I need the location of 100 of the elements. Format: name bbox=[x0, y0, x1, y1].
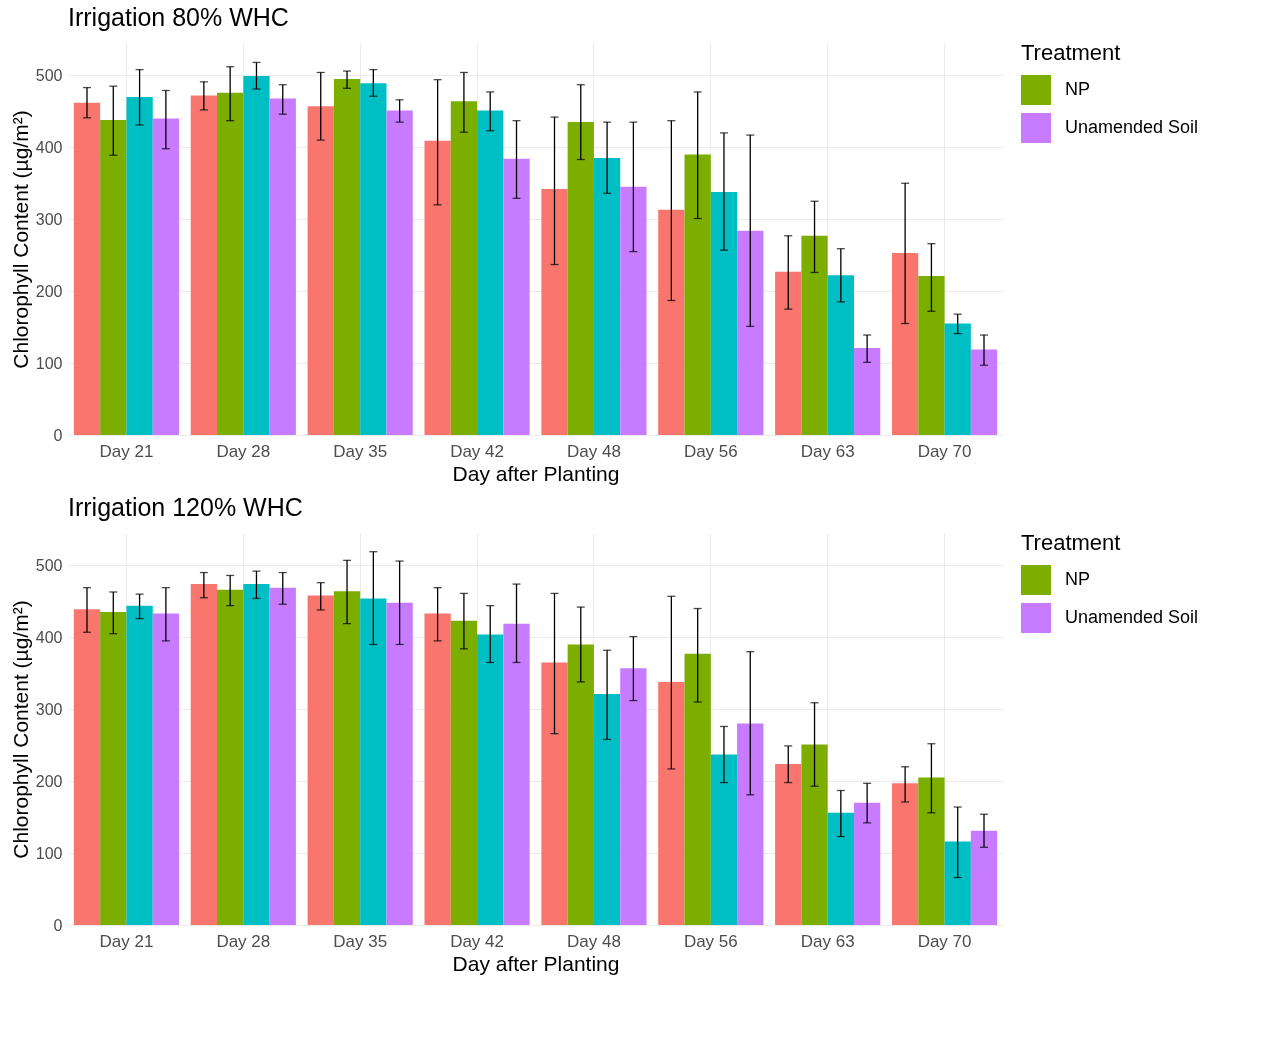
bar bbox=[567, 644, 594, 925]
y-tick-label: 300 bbox=[35, 700, 63, 718]
bar bbox=[944, 841, 971, 925]
y-tick-label: 400 bbox=[35, 138, 63, 156]
x-tick-label: Day 35 bbox=[333, 441, 388, 461]
bar bbox=[827, 275, 854, 435]
bar bbox=[853, 347, 881, 435]
y-tick-label: 0 bbox=[53, 916, 63, 934]
bar bbox=[477, 110, 504, 435]
bar bbox=[658, 681, 685, 925]
bar bbox=[424, 140, 451, 435]
legend-label: Unamended Soil bbox=[1065, 607, 1199, 627]
bar bbox=[593, 694, 621, 925]
bar bbox=[567, 122, 594, 435]
x-tick-label: Day 63 bbox=[800, 441, 855, 461]
bar bbox=[243, 76, 270, 435]
y-tick-label: 200 bbox=[35, 282, 63, 300]
bar bbox=[541, 662, 568, 925]
bar bbox=[827, 812, 854, 925]
bar bbox=[891, 253, 919, 435]
bar bbox=[100, 119, 127, 435]
bar bbox=[620, 186, 647, 435]
bar bbox=[944, 323, 971, 435]
x-tick-label: Day 35 bbox=[333, 931, 388, 951]
bar bbox=[775, 271, 802, 435]
x-tick-label: Day 21 bbox=[99, 441, 154, 461]
y-tick-label: 300 bbox=[35, 210, 63, 228]
y-tick-label: 400 bbox=[35, 628, 63, 646]
chart-title: Irrigation 120% WHC bbox=[68, 493, 303, 521]
legend-title: Treatment bbox=[1021, 530, 1121, 555]
bar bbox=[918, 276, 945, 435]
bar bbox=[190, 584, 218, 925]
legend-label: NP bbox=[1065, 79, 1091, 99]
x-tick-label: Day 48 bbox=[567, 931, 621, 951]
bar bbox=[450, 620, 478, 925]
bar bbox=[152, 613, 180, 925]
x-tick-label: Day 70 bbox=[917, 441, 972, 461]
bar bbox=[243, 584, 270, 925]
bar bbox=[73, 609, 101, 925]
y-tick-label: 100 bbox=[35, 354, 63, 372]
bar bbox=[333, 78, 361, 435]
chart-title: Irrigation 80% WHC bbox=[68, 3, 289, 31]
bar bbox=[801, 235, 828, 435]
legend-title: Treatment bbox=[1021, 40, 1121, 65]
x-tick-label: Day 56 bbox=[683, 441, 738, 461]
y-axis-title: Chlorophyll Content (µg/m²) bbox=[8, 110, 32, 369]
bar bbox=[737, 723, 764, 925]
legend-label: Unamended Soil bbox=[1065, 117, 1199, 137]
bar bbox=[918, 777, 945, 925]
bar bbox=[269, 98, 296, 435]
bar bbox=[217, 92, 244, 435]
bar bbox=[775, 763, 802, 925]
bar bbox=[710, 191, 738, 435]
bar bbox=[360, 598, 387, 925]
bar bbox=[424, 613, 451, 925]
bar bbox=[217, 589, 244, 925]
y-tick-label: 500 bbox=[35, 66, 63, 84]
y-tick-label: 100 bbox=[35, 844, 63, 862]
bar bbox=[450, 101, 478, 435]
x-tick-label: Day 21 bbox=[99, 931, 154, 951]
bar bbox=[684, 653, 711, 925]
bar bbox=[152, 118, 180, 435]
bar bbox=[620, 668, 647, 925]
x-tick-label: Day 42 bbox=[450, 931, 504, 951]
x-tick-label: Day 48 bbox=[567, 441, 621, 461]
x-tick-label: Day 42 bbox=[450, 441, 504, 461]
bar bbox=[891, 783, 919, 925]
y-axis-title: Chlorophyll Content (µg/m²) bbox=[8, 600, 32, 859]
bar bbox=[269, 587, 296, 925]
bar bbox=[333, 591, 361, 925]
bar bbox=[126, 605, 153, 925]
x-tick-label: Day 56 bbox=[683, 931, 738, 951]
bar bbox=[307, 106, 334, 435]
bar bbox=[503, 623, 530, 925]
bar bbox=[801, 744, 828, 925]
x-tick-label: Day 28 bbox=[216, 441, 271, 461]
bar bbox=[100, 612, 127, 925]
bar bbox=[190, 95, 218, 435]
bar bbox=[73, 102, 101, 435]
y-tick-label: 0 bbox=[53, 426, 63, 444]
y-tick-label: 500 bbox=[35, 556, 63, 574]
bar bbox=[853, 802, 881, 925]
x-tick-label: Day 63 bbox=[800, 931, 855, 951]
bar bbox=[684, 154, 711, 435]
x-tick-label: Day 28 bbox=[216, 931, 271, 951]
legend-label: NP bbox=[1065, 569, 1091, 589]
bar bbox=[126, 96, 153, 435]
y-tick-label: 200 bbox=[35, 772, 63, 790]
bar bbox=[737, 230, 764, 435]
x-tick-label: Day 70 bbox=[917, 931, 972, 951]
bar bbox=[593, 158, 621, 435]
bar bbox=[386, 110, 413, 435]
bar bbox=[541, 189, 568, 435]
bar bbox=[970, 830, 998, 925]
bar bbox=[710, 754, 738, 925]
x-axis-title: Day after Planting bbox=[452, 461, 620, 485]
x-axis-title: Day after Planting bbox=[452, 951, 620, 975]
bar bbox=[658, 209, 685, 435]
bar bbox=[503, 158, 530, 435]
bar bbox=[477, 634, 504, 925]
